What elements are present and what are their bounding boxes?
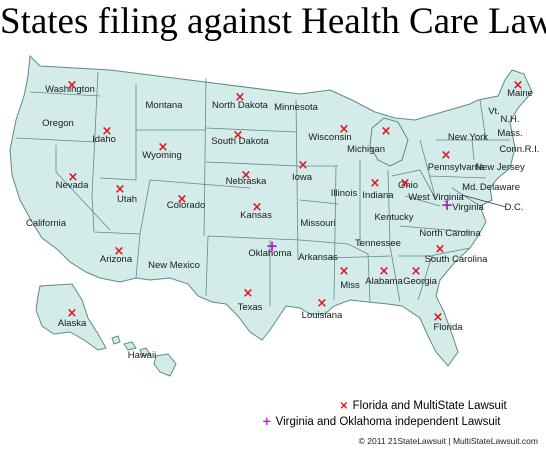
state-label: Mass. bbox=[497, 128, 522, 139]
florida-lawsuit-x-icon: × bbox=[67, 306, 78, 321]
state-label: Nevada bbox=[56, 180, 89, 191]
state-label: Ohio bbox=[398, 180, 418, 191]
alaska-shape bbox=[35, 283, 107, 351]
state-label: Arkansas bbox=[298, 252, 338, 263]
state-label: Illinois bbox=[331, 188, 358, 199]
legend-florida: × Florida and MultiState Lawsuit bbox=[339, 398, 507, 412]
dc-pointer-line bbox=[461, 194, 507, 208]
florida-lawsuit-x-icon: × bbox=[102, 124, 113, 139]
florida-lawsuit-x-icon: × bbox=[252, 200, 263, 215]
florida-lawsuit-x-icon: × bbox=[435, 242, 446, 257]
florida-lawsuit-x-icon: × bbox=[68, 170, 79, 185]
state-label: Washington bbox=[45, 84, 95, 95]
state-label: Alaska bbox=[58, 318, 87, 329]
state-label: Indiana bbox=[362, 190, 394, 201]
florida-lawsuit-x-icon: × bbox=[433, 310, 444, 325]
state-label: Oklahoma bbox=[248, 248, 292, 259]
state-label: Miss bbox=[340, 280, 360, 291]
state-label: New Jersey bbox=[475, 162, 525, 173]
florida-lawsuit-x-icon: × bbox=[411, 264, 422, 279]
state-label: New York bbox=[448, 132, 488, 143]
state-label: Delaware bbox=[480, 182, 520, 193]
map-title: States filing against Health Care Law bbox=[0, 1, 546, 42]
state-label: Iowa bbox=[292, 172, 313, 183]
state-label: Utah bbox=[117, 194, 137, 205]
hawaii-shape bbox=[111, 335, 177, 377]
state-label: Minnesota bbox=[274, 102, 319, 113]
state-label: North Dakota bbox=[212, 100, 269, 111]
state-label: New Mexico bbox=[148, 260, 200, 271]
state-label: Maine bbox=[507, 88, 533, 99]
state-markers: × × × × × × × × × × × + × × × × × × × × × × × × + × × × bbox=[67, 78, 524, 325]
florida-lawsuit-x-icon: × bbox=[67, 78, 78, 93]
legend-florida-text: Florida and MultiState Lawsuit bbox=[352, 400, 507, 412]
state-label: Wisconsin bbox=[308, 132, 351, 143]
state-label: Wyoming bbox=[142, 150, 182, 161]
florida-lawsuit-x-icon: × bbox=[400, 176, 411, 191]
credit: © 2011 21StateLawsuit | MultiStateLawsui… bbox=[358, 436, 538, 446]
florida-lawsuit-x-icon: × bbox=[241, 168, 252, 183]
state-label: Colorado bbox=[167, 200, 206, 211]
florida-lawsuit-x-icon: × bbox=[177, 192, 188, 207]
florida-lawsuit-x-icon: × bbox=[317, 296, 328, 311]
state-label: Idaho bbox=[92, 134, 116, 145]
state-borders bbox=[15, 71, 510, 306]
virginia-lawsuit-plus-icon: + bbox=[441, 196, 454, 214]
state-label: West Virginia bbox=[408, 192, 464, 203]
state-label: California bbox=[26, 218, 67, 229]
state-label: Hawaii bbox=[128, 350, 157, 361]
state-label: Georgia bbox=[403, 276, 438, 287]
florida-lawsuit-x-icon: × bbox=[235, 90, 246, 105]
state-label: Alabama bbox=[365, 276, 403, 287]
legend-virginia: + Virginia and Oklahoma independent Lawsu… bbox=[262, 414, 500, 428]
state-labels: Washington Oregon California Idaho Nevada Mon… bbox=[26, 84, 539, 361]
florida-lawsuit-x-icon: × bbox=[243, 286, 254, 301]
legend-virginia-text: Virginia and Oklahoma independent Lawsui… bbox=[275, 416, 501, 428]
state-label: North Carolina bbox=[419, 228, 481, 239]
state-label: Oregon bbox=[42, 118, 74, 129]
florida-lawsuit-x-icon: × bbox=[379, 264, 390, 279]
state-label: Kentucky bbox=[374, 212, 413, 223]
state-label: Louisiana bbox=[302, 310, 343, 321]
state-label: Kansas bbox=[240, 210, 272, 221]
state-label: Vt. bbox=[488, 106, 500, 117]
state-label: N.H. bbox=[501, 114, 520, 125]
virginia-lawsuit-plus-icon: + bbox=[266, 237, 279, 255]
state-label: Conn. bbox=[499, 144, 524, 155]
florida-lawsuit-x-icon: × bbox=[381, 124, 392, 139]
florida-lawsuit-x-icon: × bbox=[115, 182, 126, 197]
x-mark-icon: × bbox=[339, 398, 349, 412]
state-label: D.C. bbox=[505, 202, 524, 213]
florida-lawsuit-x-icon: × bbox=[158, 140, 169, 155]
state-label: Pennsylvania bbox=[428, 162, 485, 173]
state-label: Tennessee bbox=[355, 238, 401, 249]
michigan-peninsula-shape bbox=[369, 117, 409, 167]
state-label: R.I. bbox=[525, 144, 540, 155]
plus-mark-icon: + bbox=[262, 414, 272, 428]
state-label: Montana bbox=[146, 100, 184, 111]
florida-lawsuit-x-icon: × bbox=[370, 176, 381, 191]
florida-lawsuit-x-icon: × bbox=[513, 78, 524, 93]
land-shapes bbox=[9, 54, 533, 377]
florida-lawsuit-x-icon: × bbox=[298, 158, 309, 173]
florida-lawsuit-x-icon: × bbox=[441, 148, 452, 163]
state-label: Md. bbox=[462, 182, 478, 193]
state-label: South Dakota bbox=[211, 136, 269, 147]
state-label: Florida bbox=[433, 322, 463, 333]
state-label: South Carolina bbox=[425, 254, 489, 265]
state-label: Texas bbox=[238, 302, 263, 313]
state-label: Michigan bbox=[347, 144, 385, 155]
state-label: Nebraska bbox=[226, 176, 267, 187]
florida-lawsuit-x-icon: × bbox=[339, 122, 350, 137]
florida-lawsuit-x-icon: × bbox=[233, 128, 244, 143]
state-label: Virginia bbox=[452, 202, 484, 213]
state-label: Arizona bbox=[100, 254, 133, 265]
florida-lawsuit-x-icon: × bbox=[339, 264, 350, 279]
state-label: Missouri bbox=[300, 218, 335, 229]
florida-lawsuit-x-icon: × bbox=[114, 244, 125, 259]
